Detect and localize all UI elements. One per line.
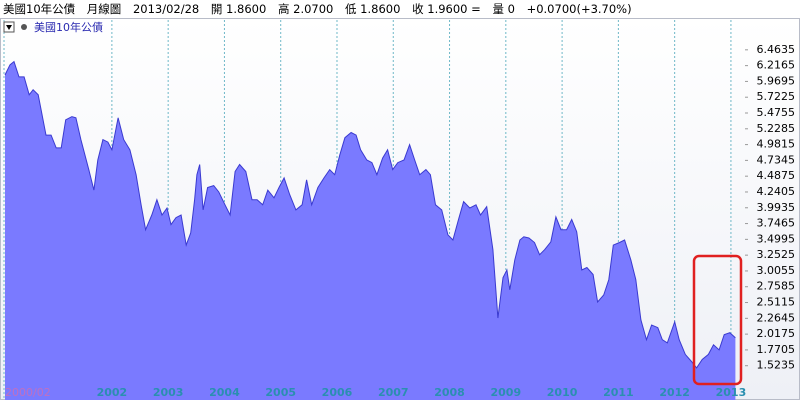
x-tick-label: 2011 [603, 386, 634, 399]
date: 2013/02/28 [132, 2, 200, 16]
quote-header: 美國10年公債 月線圖 2013/02/28 開 1.8600 高 2.0700… [0, 0, 800, 18]
legend-dot [21, 24, 27, 30]
y-tick-label: 3.4995 [757, 232, 796, 245]
y-tick-label: 1.7705 [757, 343, 796, 356]
x-tick-label: 2010 [547, 386, 578, 399]
y-tick-label: 1.5235 [757, 359, 796, 372]
x-tick-label: 2004 [209, 386, 240, 399]
x-tick-label: 2002 [97, 386, 128, 399]
chart: 美國10年公債 6.4635 6.2165 5.9695 5.7225 5.4755 5.… [0, 18, 800, 400]
menu-arrow [6, 25, 12, 30]
period: 月線圖 [86, 2, 122, 16]
y-tick-label: 3.2525 [757, 248, 796, 261]
y-tick-label: 4.9815 [757, 138, 796, 151]
y-tick-label: 4.7345 [757, 153, 796, 166]
x-tick-label: 2000/02 [5, 386, 51, 399]
x-tick-label: 2012 [659, 386, 690, 399]
y-tick-label: 3.7465 [757, 217, 796, 230]
x-tick-label: 2006 [322, 386, 353, 399]
y-tick-label: 4.4875 [757, 169, 796, 182]
y-tick-label: 5.7225 [757, 90, 796, 103]
area-line [4, 60, 736, 369]
x-tick-label: 2005 [265, 386, 296, 399]
area-fill [5, 61, 736, 400]
change: +0.0700(+3.70%) [526, 2, 632, 16]
x-tick-label: 2007 [378, 386, 409, 399]
y-tick-label: 2.0175 [757, 327, 796, 340]
y-tick-label: 6.2165 [757, 59, 796, 72]
y-tick-label: 2.7585 [757, 280, 796, 293]
x-tick-label: 2013 [716, 386, 747, 399]
y-tick-label: 3.9935 [757, 201, 796, 214]
y-tick-label: 2.2645 [757, 311, 796, 324]
x-tick-label: 2008 [434, 386, 465, 399]
y-tick-label: 4.2405 [757, 185, 796, 198]
volume: 量 0 [492, 2, 515, 16]
close: 收 1.9600 = [412, 2, 481, 16]
low: 低 1.8600 [345, 2, 401, 16]
legend-label: 美國10年公債 [34, 20, 103, 34]
instrument: 美國10年公債 [3, 2, 76, 16]
open: 開 1.8600 [210, 2, 267, 16]
y-tick-label: 2.5115 [757, 296, 796, 309]
y-tick-label: 3.0055 [757, 264, 796, 277]
x-tick-label: 2009 [491, 386, 522, 399]
y-tick-label: 6.4635 [757, 43, 796, 56]
y-tick-label: 5.4755 [757, 106, 796, 119]
x-tick-label: 2003 [153, 386, 184, 399]
y-tick-label: 5.9695 [757, 74, 796, 87]
high: 高 2.0700 [277, 2, 334, 16]
y-tick-label: 5.2285 [757, 122, 796, 135]
highlight-box [692, 254, 743, 386]
